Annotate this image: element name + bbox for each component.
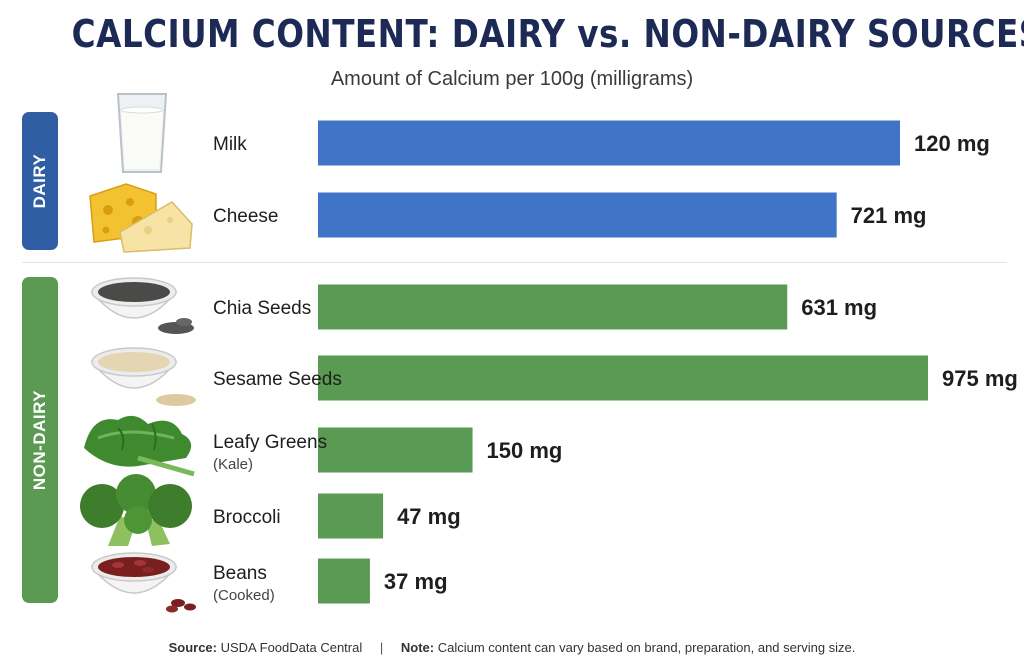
value-label-chia-seeds: 631 mg: [801, 295, 877, 320]
bar-milk: [318, 120, 900, 166]
bar-chia-seeds: [318, 284, 788, 330]
bar-broccoli: [318, 493, 384, 539]
category-label-chia-seeds: Chia Seeds: [213, 298, 311, 319]
value-label-leafy-greens: 150 mg: [487, 438, 563, 463]
category-sublabel-beans: (Cooked): [213, 587, 275, 604]
value-label-cheese: 721 mg: [851, 203, 927, 228]
milk-glass-icon: [116, 93, 168, 173]
category-sublabel-leafy-greens: (Kale): [213, 456, 253, 473]
bar-leafy-greens: [318, 427, 473, 473]
value-label-sesame-seeds: 975 mg: [942, 366, 1018, 391]
category-label-sesame-seeds: Sesame Seeds: [213, 369, 342, 390]
category-label-cheese: Cheese: [213, 206, 279, 227]
broccoli-icon: [80, 474, 192, 546]
kale-icon: [84, 415, 195, 477]
value-label-broccoli: 47 mg: [397, 504, 461, 529]
note-label: Note:: [400, 640, 435, 655]
chart-subtitle: Amount of Calcium per 100g (milligrams): [330, 68, 694, 90]
group-tag-non-dairy: NON-DAIRY: [22, 277, 58, 603]
footer-separator: |: [379, 640, 384, 655]
sesame-seeds-bowl-icon: [90, 347, 196, 406]
category-label-beans: Beans: [213, 563, 267, 584]
category-label-milk: Milk: [213, 134, 247, 155]
beans-bowl-icon: [90, 552, 196, 613]
chia-seeds-bowl-icon: [90, 277, 194, 334]
group-divider: [22, 262, 1007, 263]
bar-sesame-seeds: [318, 355, 928, 401]
chart-title: CALCIUM CONTENT: DAIRY vs. NON-DAIRY SOU…: [71, 12, 1024, 56]
source-text: USDA FoodData Central: [220, 640, 363, 655]
category-label-broccoli: Broccoli: [213, 507, 281, 528]
bar-beans: [318, 558, 370, 604]
source-label: Source:: [168, 640, 217, 655]
group-tag-dairy: DAIRY: [22, 112, 58, 250]
value-label-milk: 120 mg: [914, 131, 990, 156]
note-text: Calcium content can vary based on brand,…: [437, 640, 856, 655]
cheese-icon: [89, 183, 193, 253]
value-label-beans: 37 mg: [384, 569, 448, 594]
category-label-leafy-greens: Leafy Greens: [213, 432, 327, 453]
footer: Source: USDA FoodData Central | Note: Ca…: [0, 640, 1024, 655]
bar-cheese: [318, 192, 837, 238]
